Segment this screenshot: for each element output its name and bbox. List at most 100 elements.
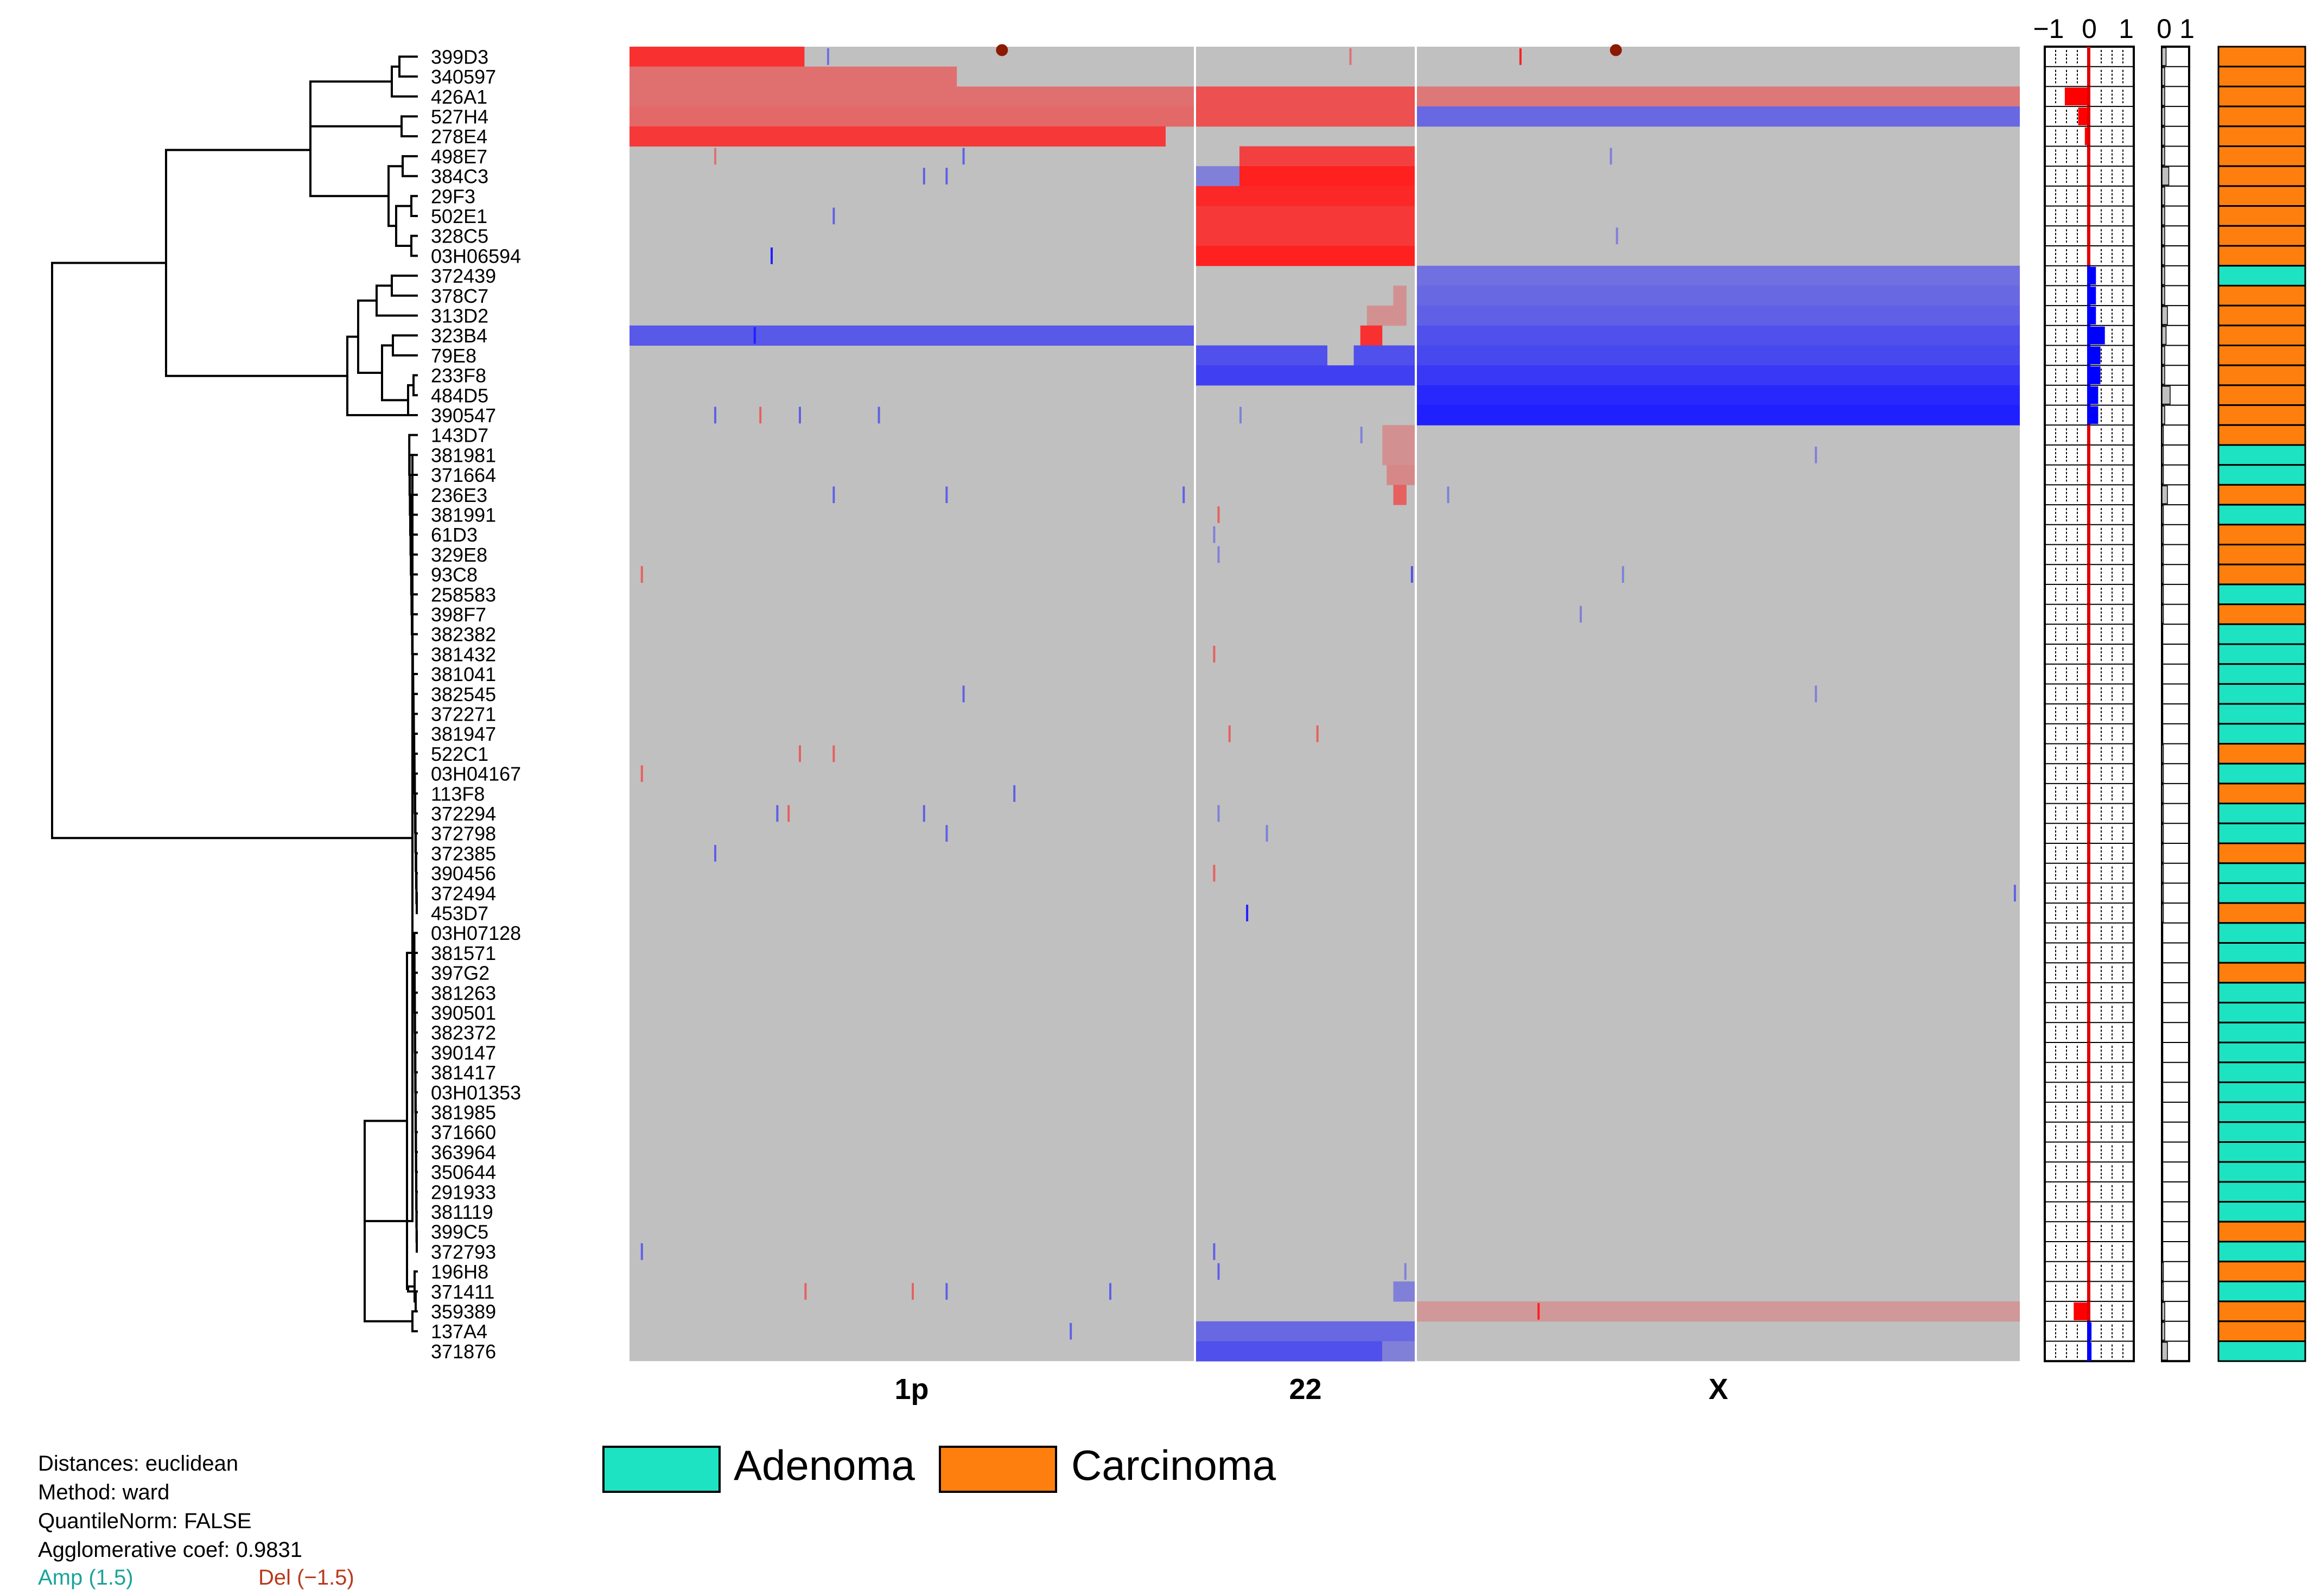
profile-center-bar: [2087, 544, 2090, 565]
sample-label: 03H04167: [431, 763, 521, 785]
fraction-bar: [2161, 306, 2168, 325]
class-cell: [2217, 284, 2306, 307]
profile-center-bar: [2087, 1102, 2090, 1122]
sample-label: 372494: [431, 882, 496, 905]
fraction-axis-tick: 0: [2157, 14, 2172, 44]
profile-center-bar: [2087, 206, 2090, 226]
heatmap-tick: [1316, 725, 1319, 742]
profile-bar: [2089, 346, 2101, 365]
heatmap-segment: [1239, 146, 1415, 167]
sample-label: 371664: [431, 464, 496, 486]
heatmap-tick: [945, 1283, 948, 1300]
sample-label: 382382: [431, 624, 496, 646]
sample-label: 329E8: [431, 544, 487, 566]
profile-center-bar: [2087, 923, 2090, 943]
class-cell: [2217, 1021, 2306, 1044]
profile-center-bar: [2087, 1341, 2090, 1362]
sample-label: 61D3: [431, 524, 478, 546]
heatmap-tick: [1815, 685, 1817, 703]
heatmap-tick: [962, 148, 965, 165]
fraction-bar: [2161, 127, 2165, 146]
profile-center-bar: [2087, 903, 2090, 923]
fraction-bar: [2161, 904, 2164, 923]
sample-label: 236E3: [431, 484, 487, 506]
class-cell: [2217, 345, 2306, 366]
dendrogram-branch: [415, 1290, 418, 1313]
profile-center-bar: [2087, 1261, 2090, 1282]
heatmap-tick: [1519, 48, 1522, 65]
heatmap-segment: [1196, 226, 1415, 246]
profile-center-bar: [2087, 306, 2090, 326]
fraction-bar: [2161, 485, 2168, 504]
sample-label: 381985: [431, 1101, 496, 1123]
fraction-bar: [2161, 465, 2164, 485]
class-cell: [2217, 1061, 2306, 1083]
profile-center-bar: [2087, 1201, 2090, 1222]
heatmap-segment: [1196, 246, 1415, 266]
class-cell: [2217, 1002, 2306, 1023]
class-cell: [2217, 265, 2306, 287]
fraction-bar: [2161, 47, 2167, 66]
profile-center-bar: [2087, 505, 2090, 525]
sample-label: 371660: [431, 1121, 496, 1143]
sample-label: 390456: [431, 862, 496, 885]
heatmap-tick: [1217, 805, 1220, 822]
fraction-bar: [2161, 1063, 2164, 1082]
sample-label: 113F8: [431, 783, 485, 805]
class-cell: [2217, 1041, 2306, 1064]
fraction-bar: [2161, 386, 2171, 405]
fraction-axis-tick: 1: [2179, 14, 2195, 44]
sample-label: 381991: [431, 504, 496, 526]
heatmap-tick: [1447, 486, 1449, 504]
footnote-amp: Amp (1.5): [38, 1566, 133, 1589]
heatmap-tick: [1621, 566, 1624, 583]
heatmap-tick: [804, 1283, 807, 1300]
heatmap-segment: [1387, 465, 1415, 485]
profile-center-bar: [2087, 445, 2090, 465]
class-cell: [2217, 1201, 2306, 1223]
sample-label: 390547: [431, 404, 496, 427]
heatmap-tick: [714, 148, 716, 165]
profile-center-bar: [2087, 1321, 2090, 1341]
sample-label: 498E7: [431, 145, 487, 168]
heatmap-tick: [640, 566, 643, 583]
class-cell: [2217, 922, 2306, 944]
fraction-bar: [2161, 924, 2164, 943]
fraction-bar: [2161, 625, 2164, 644]
fraction-bar: [2161, 206, 2165, 226]
fraction-bar: [2161, 246, 2165, 265]
fraction-bar: [2161, 1202, 2164, 1222]
class-cell: [2217, 544, 2306, 565]
class-cell: [2217, 803, 2306, 824]
profile-center-bar: [2087, 325, 2090, 346]
sample-label: 378C7: [431, 285, 488, 307]
fraction-bar: [2161, 266, 2165, 285]
class-cell: [2217, 85, 2306, 107]
class-cell: [2217, 1141, 2306, 1163]
column-labels: 1p 22 X: [894, 1373, 1728, 1406]
sample-label: 381947: [431, 723, 496, 745]
heatmap-tick: [1360, 427, 1363, 443]
profile-bar: [2089, 326, 2105, 345]
class-cell: [2217, 902, 2306, 924]
class-cell: [2217, 364, 2306, 386]
heatmap-tick: [1213, 864, 1216, 882]
heatmap-column-1p: [629, 47, 1194, 1362]
sample-label: 372385: [431, 842, 496, 864]
profile-center-bar: [2087, 1181, 2090, 1202]
dendrogram-branch: [411, 1310, 418, 1333]
profile-center-bar: [2087, 126, 2090, 147]
profile-center-bar: [2087, 265, 2090, 286]
fraction-bar: [2161, 87, 2165, 106]
profile-center-bar: [2087, 743, 2090, 764]
class-cell: [2217, 165, 2306, 187]
sample-label: 372271: [431, 703, 496, 725]
heatmap-column-X: [1417, 47, 2020, 1362]
heatmap-tick: [855, 68, 857, 85]
heatmap-segment: [1196, 166, 1239, 187]
sample-label: 398F7: [431, 603, 486, 626]
heatmap-tick: [1610, 148, 1612, 165]
legend-label-carcinoma: Carcinoma: [1071, 1441, 1276, 1489]
